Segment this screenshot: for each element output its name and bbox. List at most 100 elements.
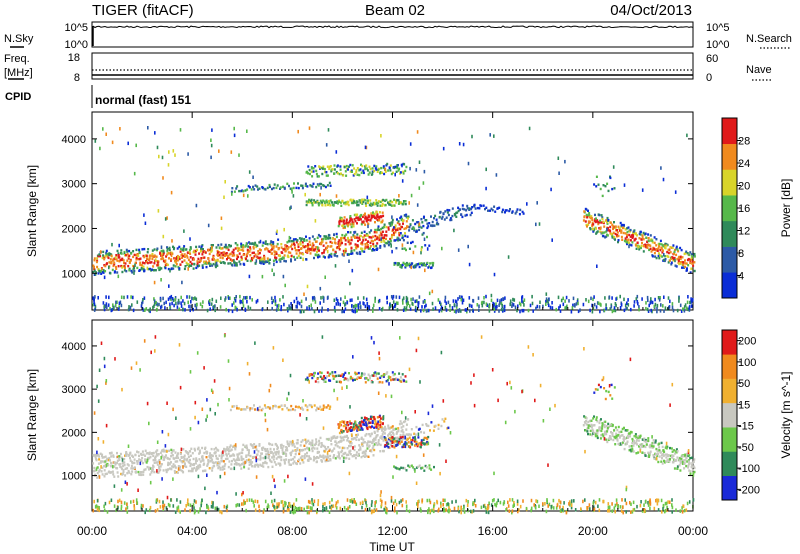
velocity-echo xyxy=(326,371,329,374)
power-echo xyxy=(396,199,399,202)
power-echo xyxy=(242,262,245,266)
power-noise xyxy=(244,296,247,300)
velocity-echo xyxy=(252,455,255,459)
velocity-echo xyxy=(281,408,284,411)
power-noise xyxy=(394,302,397,307)
power-noise xyxy=(623,183,626,187)
power-noise xyxy=(94,295,96,299)
power-noise xyxy=(496,305,498,309)
velocity-echo xyxy=(370,432,373,435)
velocity-echo xyxy=(148,452,151,456)
velocity-echo xyxy=(396,443,399,446)
power-noise xyxy=(374,299,376,303)
power-echo xyxy=(687,257,690,261)
velocity-echo xyxy=(410,441,413,444)
power-echo xyxy=(185,261,188,265)
velocity-echo xyxy=(306,451,308,455)
velocity-noise xyxy=(569,503,571,507)
power-noise xyxy=(623,297,625,302)
power-noise xyxy=(94,304,97,309)
power-noise xyxy=(551,301,553,305)
velocity-echo xyxy=(331,437,334,440)
power-echo xyxy=(358,169,361,172)
power-echo xyxy=(285,244,287,247)
power-echo xyxy=(183,259,186,262)
power-echo xyxy=(621,238,624,241)
velocity-echo xyxy=(383,432,386,435)
velocity-echo xyxy=(392,433,395,436)
power-noise xyxy=(208,299,211,303)
power-echo xyxy=(218,253,221,257)
power-echo xyxy=(395,201,398,204)
power-echo xyxy=(212,244,214,247)
power-echo xyxy=(601,216,604,219)
velocity-echo xyxy=(248,449,250,452)
velocity-echo xyxy=(182,448,185,451)
power-echo xyxy=(406,263,409,267)
power-echo xyxy=(359,201,362,204)
velocity-echo xyxy=(159,451,162,454)
power-echo xyxy=(405,216,408,219)
power-echo xyxy=(356,252,359,255)
velocity-echo xyxy=(216,464,219,467)
velocity-echo xyxy=(361,444,364,448)
velocity-echo xyxy=(122,464,125,468)
velocity-echo xyxy=(225,448,228,451)
velocity-echo xyxy=(296,447,299,450)
power-echo xyxy=(429,262,432,265)
power-echo xyxy=(593,183,596,186)
velocity-echo xyxy=(271,443,274,446)
power-echo xyxy=(327,235,330,238)
power-echo xyxy=(140,267,143,270)
power-echo xyxy=(268,250,271,253)
velocity-echo xyxy=(343,446,346,450)
velocity-echo xyxy=(355,433,358,437)
power-noise xyxy=(356,308,358,313)
velocity-echo xyxy=(269,459,272,463)
velocity-echo xyxy=(355,438,358,441)
velocity-echo xyxy=(265,462,268,465)
power-echo xyxy=(240,245,243,248)
power-echo xyxy=(338,223,341,226)
power-noise xyxy=(144,308,146,312)
power-echo xyxy=(336,172,339,175)
velocity-echo xyxy=(323,450,326,453)
power-noise xyxy=(558,306,560,310)
power-echo xyxy=(391,218,394,222)
power-echo xyxy=(320,241,323,244)
velocity-echo xyxy=(249,460,252,463)
velocity-echo xyxy=(389,431,392,434)
power-echo xyxy=(294,249,297,252)
velocity-echo xyxy=(177,456,180,460)
velocity-echo xyxy=(401,429,404,432)
velocity-echo xyxy=(387,442,390,446)
velocity-echo xyxy=(622,439,625,442)
velocity-echo xyxy=(608,435,611,438)
velocity-echo xyxy=(684,453,687,456)
velocity-echo xyxy=(168,457,171,461)
power-noise xyxy=(565,305,568,310)
power-echo xyxy=(678,262,681,266)
power-echo xyxy=(189,247,192,250)
velocity-noise xyxy=(310,508,312,513)
power-noise xyxy=(114,303,117,308)
velocity-echo xyxy=(377,439,380,442)
velocity-echo xyxy=(227,452,230,455)
power-noise xyxy=(249,306,252,311)
power-echo xyxy=(225,245,228,249)
power-echo xyxy=(343,219,345,222)
power-echo xyxy=(319,199,322,203)
velocity-echo xyxy=(273,448,275,451)
power-echo xyxy=(99,254,102,258)
velocity-echo xyxy=(392,438,395,442)
power-echo xyxy=(300,237,303,240)
power-noise xyxy=(170,294,173,299)
date-label: 04/Oct/2013 xyxy=(610,2,692,19)
power-noise xyxy=(423,169,426,174)
power-echo xyxy=(236,246,239,250)
velocity-echo xyxy=(309,457,312,461)
power-echo xyxy=(116,249,119,253)
velocity-echo xyxy=(367,440,370,444)
cpid-row: CPID normal (fast) 151 xyxy=(5,85,191,108)
power-noise xyxy=(414,299,416,304)
